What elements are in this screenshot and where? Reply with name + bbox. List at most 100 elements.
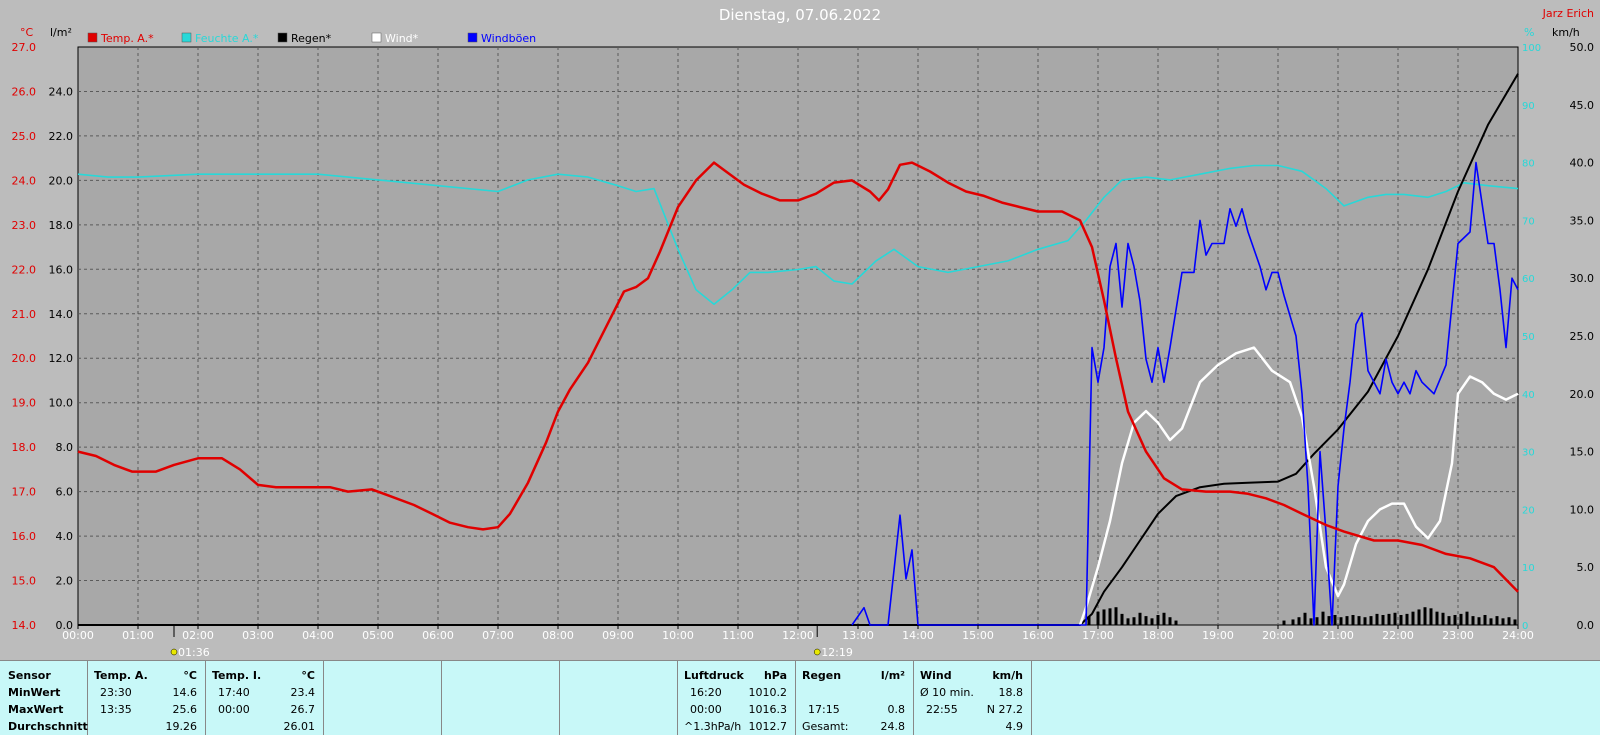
- temp-a-max-time: 13:35: [100, 703, 132, 716]
- rain-bar: [1495, 616, 1499, 625]
- temp-tick-label: 15.0: [12, 575, 37, 588]
- marker-label: 01:36: [178, 646, 210, 659]
- humidity-tick-label: 70: [1522, 216, 1535, 227]
- rain-max: 0.8: [887, 703, 906, 716]
- x-tick-label: 21:00: [1322, 629, 1354, 642]
- humidity-tick-label: 80: [1522, 159, 1535, 170]
- temp-i-column: Temp. I. °C 17:40 23.4 00:00 26.7 26.01: [206, 661, 324, 735]
- rain-bar: [1393, 612, 1397, 625]
- wind-tick-label: 0.0: [1577, 619, 1595, 632]
- wind-avg: 18.8: [998, 686, 1024, 699]
- temp-a-label: Temp. A.: [94, 669, 148, 682]
- row-label-avg: Durchschnitt: [8, 720, 88, 733]
- x-tick-label: 20:00: [1262, 629, 1294, 642]
- x-tick-label: 05:00: [362, 629, 394, 642]
- rain-bar: [1339, 617, 1343, 625]
- x-tick-label: 02:00: [182, 629, 214, 642]
- author-label: Jarz Erich: [1542, 7, 1594, 20]
- rain-bar: [1513, 619, 1517, 625]
- rain-unit: l/m²: [50, 26, 72, 39]
- series-line-1: [77, 164, 1519, 306]
- x-tick-label: 12:00: [782, 629, 814, 642]
- empty-column-1: [324, 661, 442, 735]
- series-line-3: [1078, 346, 1519, 626]
- legend-label: Wind*: [385, 32, 419, 45]
- wind-tick-label: 25.0: [1570, 330, 1595, 343]
- wind-tick-label: 15.0: [1570, 446, 1595, 459]
- row-label-min: MinWert: [8, 686, 61, 699]
- x-tick-label: 10:00: [662, 629, 694, 642]
- rain-bar: [1138, 612, 1142, 625]
- wind-tick-label: 5.0: [1577, 561, 1595, 574]
- temp-i-max-time: 00:00: [218, 703, 250, 716]
- chart-title: Dienstag, 07.06.2022: [719, 6, 881, 24]
- rain-bar: [1309, 618, 1313, 625]
- rain-tick-label: 6.0: [56, 486, 74, 499]
- marker-label: 12:19: [821, 646, 853, 659]
- rain-bar: [1333, 614, 1337, 625]
- summary-panel: Sensor MinWert MaxWert Durchschnitt Temp…: [0, 660, 1600, 735]
- rain-tick-label: 22.0: [49, 130, 74, 143]
- temp-a-unit: °C: [183, 669, 197, 682]
- rain-bar: [1363, 617, 1367, 625]
- temp-tick-label: 19.0: [12, 397, 37, 410]
- rain-bar: [1507, 617, 1511, 625]
- wind-tick-label: 50.0: [1570, 41, 1595, 54]
- series-line-0: [77, 161, 1519, 593]
- legend-swatch: [371, 32, 382, 43]
- x-tick-label: 14:00: [902, 629, 934, 642]
- temp-a-min-time: 23:30: [100, 686, 132, 699]
- x-tick-label: 06:00: [422, 629, 454, 642]
- temp-tick-label: 26.0: [12, 85, 37, 98]
- rain-tick-label: 8.0: [56, 441, 74, 454]
- x-tick-label: 18:00: [1142, 629, 1174, 642]
- rain-tick-label: 16.0: [49, 263, 74, 276]
- rain-bar: [1399, 614, 1403, 625]
- rain-bar: [1459, 613, 1463, 625]
- temp-i-label: Temp. I.: [212, 669, 262, 682]
- rain-bar: [1126, 618, 1130, 625]
- row-labels-column: Sensor MinWert MaxWert Durchschnitt: [0, 661, 88, 735]
- humidity-tick-label: 100: [1522, 43, 1541, 54]
- x-tick-label: 07:00: [482, 629, 514, 642]
- rain-bar: [1303, 612, 1307, 625]
- temp-i-unit: °C: [301, 669, 315, 682]
- humidity-tick-label: 60: [1522, 274, 1535, 285]
- x-tick-label: 01:00: [122, 629, 154, 642]
- rain-bar: [1447, 616, 1451, 625]
- legend-swatch: [467, 32, 478, 43]
- rain-tick-label: 4.0: [56, 530, 74, 543]
- rain-column: Regen l/m² 17:15 0.8 Gesamt: 24.8: [796, 661, 914, 735]
- rain-tick-label: 24.0: [49, 85, 74, 98]
- legend: Temp. A.* Feuchte A.* Regen* Wind* Windböen: [87, 32, 536, 45]
- temp-a-max: 25.6: [172, 703, 198, 716]
- rain-bar: [1351, 614, 1355, 625]
- humidity-tick-label: 0: [1522, 621, 1528, 632]
- temp-unit: °C: [20, 26, 34, 39]
- x-tick-label: 22:00: [1382, 629, 1414, 642]
- wind-column: Wind km/h Ø 10 min. 18.8 22:55 N 27.2 4.…: [914, 661, 1032, 735]
- rain-label: Regen: [802, 669, 842, 682]
- temp-i-min: 23.4: [290, 686, 316, 699]
- rain-tick-label: 12.0: [49, 352, 74, 365]
- rain-tick-label: 2.0: [56, 575, 74, 588]
- rain-bar: [1477, 617, 1481, 625]
- temp-a-avg: 19.26: [165, 720, 198, 733]
- temp-tick-label: 20.0: [12, 352, 37, 365]
- sun-icon: [813, 648, 821, 656]
- temp-i-min-time: 17:40: [218, 686, 250, 699]
- rain-bar: [1327, 616, 1331, 625]
- rain-bar: [1282, 620, 1286, 625]
- rain-bar: [1108, 608, 1112, 625]
- rain-total-label: Gesamt:: [802, 720, 849, 733]
- pressure-column: Luftdruck hPa 16:20 1010.2 00:00 1016.3 …: [678, 661, 796, 735]
- rain-bar: [1429, 608, 1433, 625]
- rain-bar: [1501, 618, 1505, 625]
- row-label-max: MaxWert: [8, 703, 64, 716]
- series-line-4: [851, 161, 1519, 626]
- temp-i-avg: 26.01: [283, 720, 316, 733]
- x-tick-label: 19:00: [1202, 629, 1234, 642]
- pressure-min: 1010.2: [748, 686, 788, 699]
- rain-bar: [1114, 607, 1118, 625]
- rain-bar: [1465, 611, 1469, 625]
